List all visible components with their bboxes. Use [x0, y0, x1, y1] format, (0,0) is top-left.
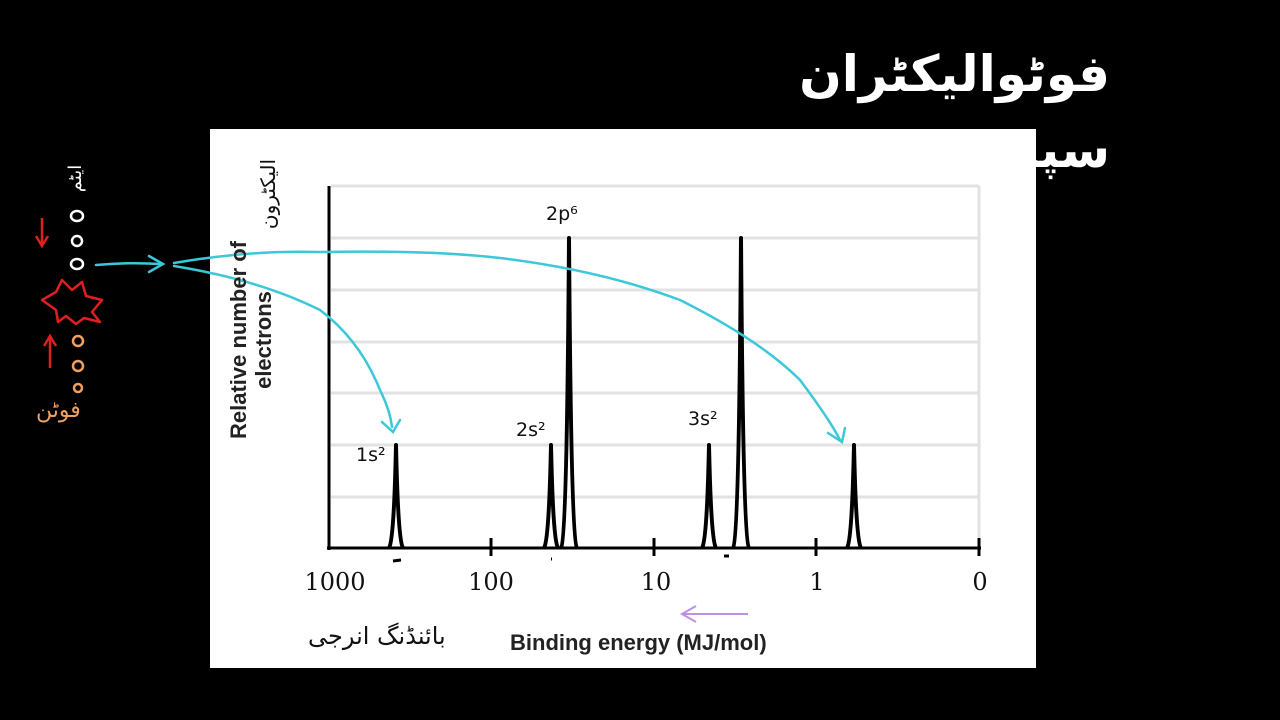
red-arrows — [34, 218, 58, 368]
axes — [327, 186, 981, 556]
x-tick-0: 0 — [972, 568, 988, 596]
peak-2p — [559, 236, 579, 550]
chart-panel — [210, 129, 1036, 668]
collision-burst — [40, 278, 104, 326]
urdu-binding-energy-label: بائنڈنگ انرجی — [308, 622, 446, 650]
peak-label-1s: 1s² — [356, 444, 386, 466]
atom-circles — [69, 209, 85, 271]
peak-3s — [700, 443, 718, 550]
x-tick-1: 1 — [809, 568, 825, 596]
atom-label: ایٹم — [65, 164, 87, 193]
photon-circles — [71, 334, 85, 394]
electron-arrows — [94, 250, 847, 445]
peaks — [387, 236, 863, 550]
grid-lines — [331, 184, 981, 548]
peak-1s — [387, 443, 405, 550]
peak-label-2p: 2p⁶ — [546, 203, 578, 225]
urdu-electron-label: الیکٹرون — [256, 158, 280, 230]
x-tick-10: 10 — [640, 568, 672, 596]
y-axis-label: Relative number of electrons — [226, 240, 276, 440]
x-tick-1000: 1000 — [304, 568, 366, 596]
peak-3p — [731, 236, 751, 550]
peak-2s — [542, 443, 560, 550]
peak-label-3s: 3s² — [688, 408, 718, 430]
x-axis-label: Binding energy (MJ/mol) — [510, 630, 767, 655]
x-tick-100: 100 — [468, 568, 514, 596]
peak-label-2s: 2s² — [516, 419, 546, 441]
photon-label: فوٹن — [36, 398, 81, 423]
peak-4s — [845, 443, 863, 550]
direction-arrow — [679, 605, 748, 623]
